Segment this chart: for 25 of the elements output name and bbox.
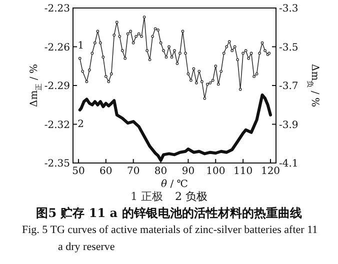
text: 2 负极 <box>175 190 208 203</box>
x-tick-label: 80 <box>154 166 168 177</box>
y2-tick-label: -4.1 <box>279 158 298 170</box>
x-tick-label: 120 <box>260 166 280 177</box>
x-tick-label: 50 <box>72 166 85 177</box>
text: 图5 贮存 11 a 的锌银电池的活性材料的热重曲线 <box>35 205 303 222</box>
x-axis-title: θ / ℃ <box>161 179 188 190</box>
y-tick-label: -2.29 <box>44 81 70 92</box>
y2-tick-label: -3.5 <box>279 42 298 54</box>
annotation: 2 <box>78 118 84 130</box>
y-tick-label: -2.32 <box>44 120 70 131</box>
y2-tick-label: -3.9 <box>279 120 298 131</box>
y-tick-label: -2.23 <box>44 4 70 14</box>
x-tick-label: 70 <box>126 166 140 177</box>
x-tick-label: 60 <box>100 166 112 177</box>
y2-tick-label: -3.7 <box>279 81 298 92</box>
x-tick-label: 110 <box>234 166 253 177</box>
y-tick-label: -2.35 <box>44 158 70 170</box>
y2-tick-label: -3.3 <box>279 4 298 14</box>
text: Fig. 5 TG curves of active materials of zinc-silver batteries after 11 a dry reserve <box>22 223 319 255</box>
x-tick-label: 100 <box>206 166 226 177</box>
annotation: 1 <box>78 40 84 52</box>
text: 1 正极 <box>130 190 163 203</box>
x-tick-label: 90 <box>182 166 195 177</box>
y-tick-label: -2.26 <box>44 42 70 54</box>
